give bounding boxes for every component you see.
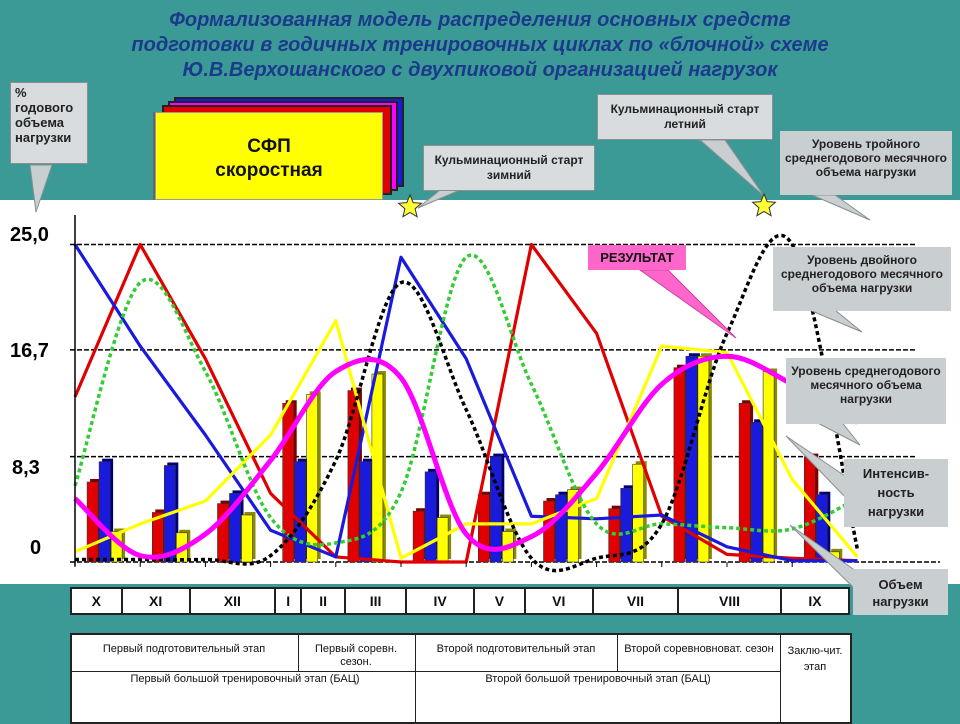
bar (543, 500, 555, 563)
y-tick-label: 0 (30, 537, 42, 559)
bar (567, 489, 579, 563)
page-title: Формализованная модель распределения осн… (0, 8, 960, 83)
callout-volume: Объем нагрузки (853, 569, 948, 615)
bar (152, 512, 164, 563)
sfp-box: СФП скоростная (155, 112, 383, 200)
bar (412, 510, 425, 563)
y-tick-label: 25,0 (10, 224, 49, 246)
stage-prep-2: Второй подготовительный этап (436, 643, 596, 655)
callout-summer-start: Кульминационный старт летний (597, 94, 773, 140)
month-cell: XI (120, 587, 191, 615)
bar (697, 355, 710, 563)
title-line-1: Формализованная модель распределения осн… (169, 9, 791, 31)
y-tick-label: 16,7 (10, 340, 49, 362)
stage-bac-1: Первый большой тренировочный этап (БАЦ) (130, 673, 360, 685)
month-cell: V (473, 587, 526, 615)
callout-average-level: Уровень среднегодового месячного объема … (786, 358, 946, 424)
stage-final: Заклю-чит. этап (787, 645, 843, 673)
summer-start-star-icon (751, 192, 777, 217)
bar (294, 461, 307, 563)
stage-comp-1: Первый соревн. сезон. (314, 643, 398, 668)
bar (241, 514, 253, 563)
line-series-black (75, 233, 860, 573)
bar (229, 493, 241, 563)
stage-comp-2: Второй соревновноват. сезон (624, 643, 774, 655)
bar (477, 494, 490, 563)
bar (738, 402, 751, 563)
month-cell: IV (405, 587, 476, 615)
bar (685, 355, 698, 563)
bar (489, 456, 502, 563)
bar (555, 494, 567, 563)
y-tick-label: 8,3 (12, 457, 40, 479)
summer-start-pointer (698, 139, 765, 197)
callout-winter-start: Кульминационный старт зимний (423, 145, 595, 191)
month-cell: XII (188, 587, 277, 615)
triple-level-pointer (811, 194, 871, 221)
stage-bac-2: Второй большой тренировочный этап (БАЦ) (485, 673, 711, 685)
sfp-line-2: скоростная (215, 160, 323, 181)
line-series-green (73, 253, 859, 547)
month-cell: VII (591, 587, 680, 615)
bar (359, 461, 372, 563)
bar (620, 488, 633, 563)
month-cell: I (274, 587, 303, 615)
title-line-3: Ю.В.Верхошанского с двухпиковой организа… (182, 59, 778, 81)
sfp-line-1: СФП (247, 136, 291, 157)
month-cell: VI (523, 587, 594, 615)
y-axis-title: % годового объема нагрузки (10, 82, 88, 164)
line-series-magenta (73, 353, 859, 560)
line-series-yellow (74, 319, 859, 560)
bar (632, 463, 645, 563)
bar (98, 461, 111, 563)
bar (762, 371, 775, 563)
callout-intensity: Интенсив-ность нагрузки (844, 459, 948, 527)
winter-start-star-icon (397, 193, 423, 218)
result-pointer (638, 269, 737, 339)
title-line-2: подготовки в годичных тренировочных цикл… (131, 34, 829, 56)
bar (673, 367, 686, 563)
month-cell: X (70, 587, 123, 615)
month-cell: VIII (677, 587, 782, 615)
month-cell: IX (779, 587, 851, 615)
callout-triple-level: Уровень тройного среднегодового месячног… (780, 131, 952, 195)
month-axis: X XI XII I II III IV V VI VII VIII IX (70, 587, 851, 615)
callout-double-level: Уровень двойного среднегодового месячног… (773, 247, 951, 311)
bar (424, 471, 437, 563)
y-axis-title-pointer (29, 164, 53, 213)
line-series-blue (73, 243, 858, 563)
bar (750, 421, 763, 563)
month-cell: III (344, 587, 408, 615)
month-cell: II (300, 587, 347, 615)
stage-prep-1: Первый подготовительный этап (102, 643, 266, 655)
result-label: РЕЗУЛЬТАТ (588, 245, 686, 270)
training-stages-table: Первый подготовительный этап Первый соре… (70, 633, 852, 724)
